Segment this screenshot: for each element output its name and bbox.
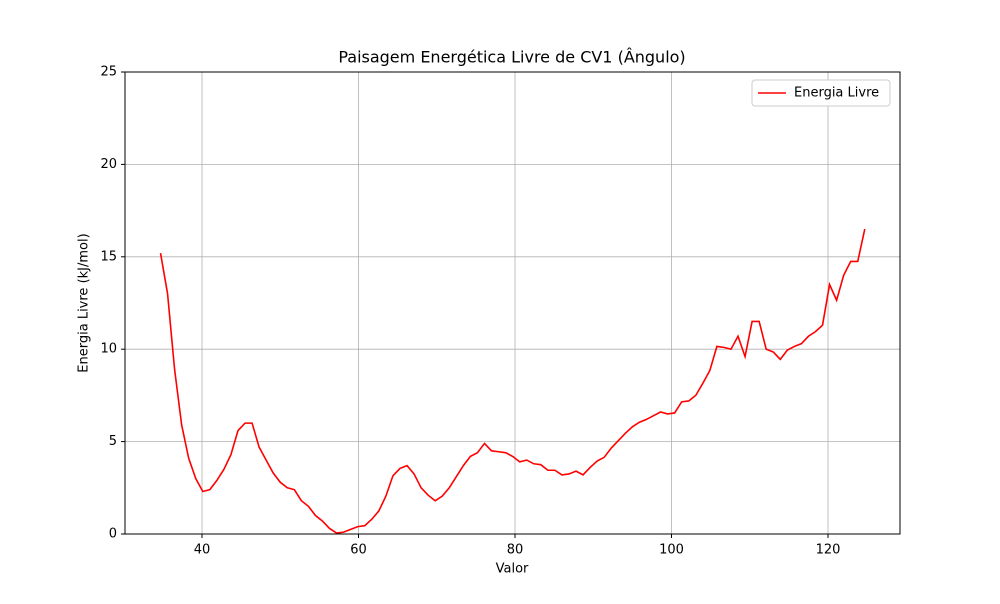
y-tick-label: 25	[100, 65, 117, 80]
chart-title: Paisagem Energética Livre de CV1 (Ângulo…	[338, 48, 685, 67]
plot-frame	[124, 71, 901, 535]
x-axis-label: Valor	[496, 562, 529, 577]
y-tick-label: 5	[109, 434, 117, 449]
y-tick-label: 15	[100, 249, 117, 264]
y-tick-label: 20	[100, 157, 117, 172]
y-tick-label: 10	[100, 342, 117, 357]
x-tick-label: 120	[816, 543, 841, 558]
x-tick-label: 100	[659, 543, 684, 558]
y-tick-label: 0	[109, 527, 117, 542]
legend-box	[751, 79, 891, 107]
line-series	[159, 228, 866, 534]
y-axis-label: Energia Livre (kJ/mol)	[77, 233, 92, 372]
x-tick-label: 80	[507, 543, 524, 558]
legend-label: Energia Livre	[794, 86, 879, 101]
x-tick-label: 40	[194, 543, 211, 558]
x-tick-label: 60	[350, 543, 367, 558]
